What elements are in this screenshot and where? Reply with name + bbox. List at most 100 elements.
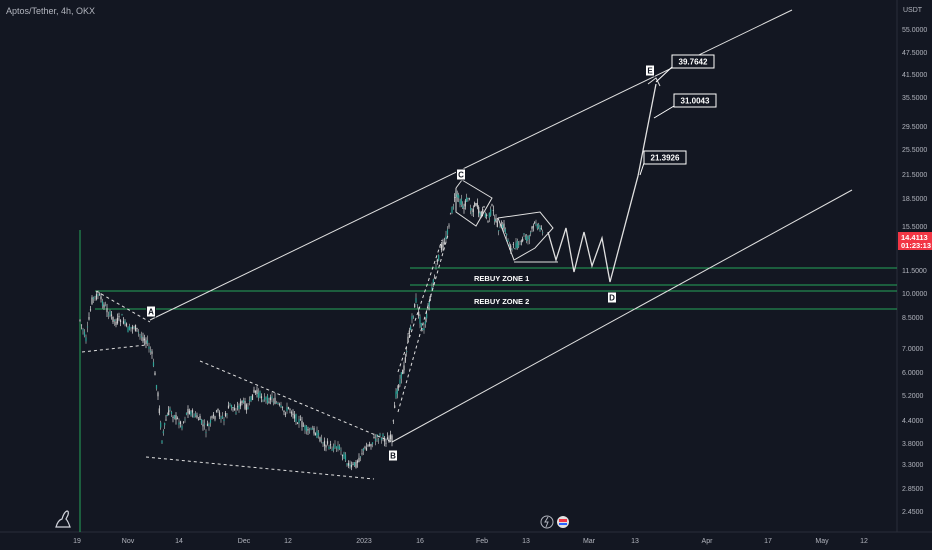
candle-body (121, 314, 123, 316)
candle-body (367, 445, 369, 447)
candle-body (283, 410, 285, 413)
target-box (643, 150, 687, 165)
x-tick-label: 2023 (356, 538, 372, 545)
candle-body (104, 305, 107, 307)
candle-body (379, 433, 381, 436)
x-tick-label: 12 (284, 538, 292, 545)
candle-body (319, 437, 321, 442)
candle-body (338, 446, 341, 450)
candle-body (98, 294, 101, 296)
candle-body (136, 328, 138, 329)
x-tick-label: Dec (238, 538, 251, 545)
candle-body (435, 267, 437, 269)
candle-body (412, 315, 414, 317)
candle-body (197, 419, 200, 421)
candle-body (377, 439, 380, 441)
candle-body (507, 239, 509, 242)
candle-body (334, 444, 336, 448)
candle-body (400, 372, 402, 379)
candle-body (193, 415, 195, 418)
candle-body (451, 207, 453, 213)
candle-body (506, 233, 508, 236)
candle-body (127, 327, 129, 333)
candle-body (411, 316, 413, 320)
x-tick-label: 13 (631, 538, 639, 545)
candle-body (154, 372, 156, 376)
candle-body (254, 390, 257, 393)
candle-body (479, 212, 481, 216)
candle-body (527, 239, 529, 240)
candle-body (538, 224, 540, 227)
x-tick-label: 16 (416, 538, 424, 545)
candle-body (206, 423, 209, 426)
lightning-icon[interactable] (540, 515, 554, 529)
candle-body (463, 207, 465, 210)
wave-point-label: B (390, 452, 396, 461)
candle-body (221, 416, 224, 418)
candle-body (494, 219, 496, 222)
y-tick-label: 10.0000 (902, 291, 927, 298)
candle-body (448, 225, 450, 227)
candle-body (418, 311, 420, 316)
target-value: 21.3926 (651, 154, 680, 163)
candle-body (242, 400, 245, 403)
candle-body (229, 403, 231, 405)
candle-body (269, 397, 272, 401)
candle-body (89, 309, 92, 311)
candle-body (268, 401, 270, 403)
y-tick-label: 21.5000 (902, 172, 927, 179)
candle-body (101, 301, 104, 307)
candle-body (410, 326, 412, 330)
candle-body (534, 221, 536, 223)
candle-body (277, 403, 279, 404)
candle-body (247, 407, 249, 410)
x-tick-label: 17 (764, 538, 772, 545)
y-tick-label: 2.4500 (902, 509, 924, 516)
candle-body (328, 446, 330, 449)
candle-body (504, 229, 506, 233)
candle-body (128, 325, 131, 330)
target-leader-line (639, 162, 645, 176)
rebuy-zone-lines (95, 267, 897, 310)
candle-body (191, 410, 194, 413)
candle-body (103, 304, 105, 308)
candle-body (519, 242, 521, 244)
candle-body (515, 242, 517, 248)
candle-body (91, 297, 93, 304)
candle-body (209, 419, 212, 424)
candle-body (124, 320, 126, 324)
wave-point-label: D (609, 294, 615, 303)
candle-body (341, 454, 344, 457)
candle-body (492, 210, 494, 211)
candle-body (478, 206, 480, 214)
candle-body (280, 405, 282, 408)
candle-body (100, 296, 102, 300)
candle-body (146, 340, 149, 344)
candle-body (265, 398, 267, 400)
wave-point-box (607, 291, 617, 304)
tradingview-dino-logo[interactable] (55, 510, 71, 528)
candle-body (347, 463, 350, 466)
y-axis-ticks: 55.0000 47.5000 41.5000 35.5000 29.5000 25.50… (902, 27, 927, 516)
candle-body (314, 433, 317, 435)
candle-body (118, 316, 120, 318)
candle-body (383, 438, 386, 442)
candle-body (526, 235, 528, 242)
candle-body (468, 198, 470, 200)
candle-body (292, 413, 294, 415)
candle-body (170, 411, 173, 414)
candle-body (176, 418, 179, 419)
candle-body (431, 287, 433, 290)
candle-body (164, 422, 166, 426)
price-axis[interactable] (898, 0, 932, 550)
flag-icon[interactable] (557, 516, 569, 528)
target-boxes: 39.7642 31.0043 21.3926 (639, 54, 717, 176)
y-tick-label: 3.8000 (902, 441, 924, 448)
wave-point-label: C (458, 171, 464, 180)
candle-body (524, 237, 526, 239)
candle-body (188, 410, 191, 415)
candle-body (368, 444, 371, 446)
candle-body (275, 402, 278, 404)
candle-body (362, 448, 365, 451)
